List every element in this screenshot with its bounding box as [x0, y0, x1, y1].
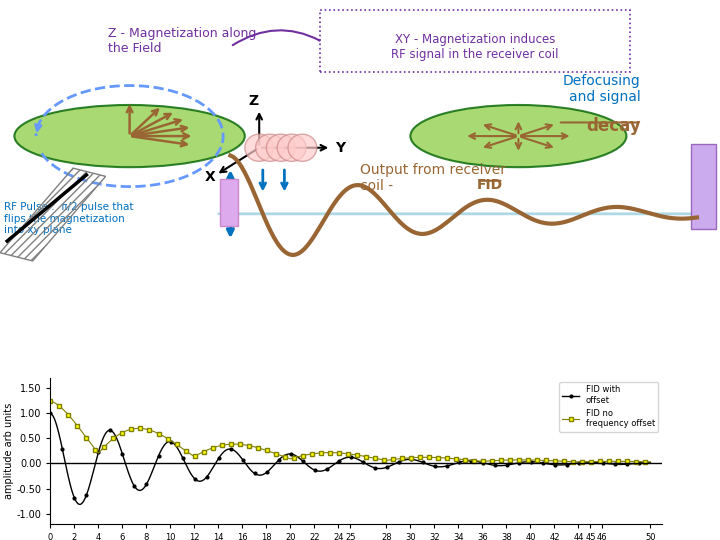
Text: XY - Magnetization induces
RF signal in the receiver coil: XY - Magnetization induces RF signal in … — [392, 33, 559, 61]
Ellipse shape — [245, 134, 274, 161]
Text: Y: Y — [335, 140, 345, 154]
FID with
offset — [108, 428, 117, 435]
FID no
frequency offset — [458, 456, 467, 463]
FID with
offset — [459, 458, 467, 464]
Line: FID with
offset: FID with offset — [49, 412, 652, 506]
FancyArrowPatch shape — [233, 30, 320, 45]
Bar — [220, 179, 238, 226]
FID no
frequency offset — [107, 437, 116, 443]
Ellipse shape — [14, 105, 245, 167]
FID no
frequency offset — [310, 450, 319, 457]
Bar — [0, 168, 106, 261]
FID with
offset — [646, 460, 654, 466]
Text: X: X — [205, 170, 216, 184]
FID no
frequency offset — [46, 397, 55, 404]
FID no
frequency offset — [574, 459, 582, 465]
FID with
offset — [515, 460, 523, 466]
Text: FID: FID — [477, 178, 503, 192]
Text: Defocusing
and signal: Defocusing and signal — [563, 74, 641, 104]
FID no
frequency offset — [646, 458, 654, 465]
Text: Z - Magnetization along
the Field: Z - Magnetization along the Field — [108, 27, 256, 55]
FID no
frequency offset — [514, 457, 523, 463]
Legend: FID with
offset, FID no
frequency offset: FID with offset, FID no frequency offset — [559, 382, 658, 432]
Text: Z: Z — [248, 94, 258, 108]
Bar — [691, 144, 716, 230]
FID with
offset — [76, 501, 84, 508]
FID with
offset — [526, 458, 534, 465]
Ellipse shape — [410, 105, 626, 167]
Y-axis label: amplitude arb units: amplitude arb units — [4, 403, 14, 499]
FID no
frequency offset — [525, 457, 534, 463]
Line: FID no
frequency offset: FID no frequency offset — [48, 399, 652, 464]
FID no
frequency offset — [289, 455, 297, 461]
Ellipse shape — [256, 134, 284, 161]
Text: decay: decay — [586, 117, 641, 134]
Ellipse shape — [266, 134, 295, 161]
FID with
offset — [46, 410, 55, 416]
FancyBboxPatch shape — [320, 10, 630, 72]
Text: Output from receiver
coil -: Output from receiver coil - — [360, 163, 506, 193]
Ellipse shape — [288, 134, 317, 161]
Ellipse shape — [277, 134, 306, 161]
FID with
offset — [289, 451, 298, 458]
FID with
offset — [311, 467, 320, 474]
Text: RF Pulse :  π/2 pulse that
flips the magnetization
into xy plane: RF Pulse : π/2 pulse that flips the magn… — [4, 202, 133, 235]
